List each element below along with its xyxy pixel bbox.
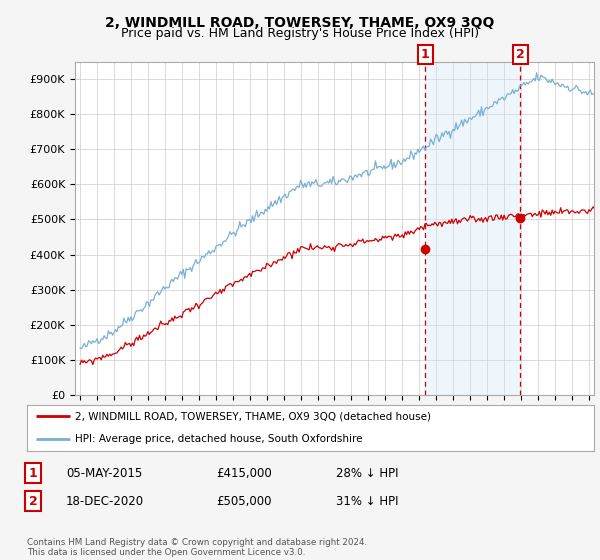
Text: 28% ↓ HPI: 28% ↓ HPI <box>336 466 398 480</box>
Bar <box>425 62 520 395</box>
Text: 1: 1 <box>421 48 430 61</box>
Text: 2: 2 <box>29 494 37 508</box>
Text: 2, WINDMILL ROAD, TOWERSEY, THAME, OX9 3QQ: 2, WINDMILL ROAD, TOWERSEY, THAME, OX9 3… <box>106 16 494 30</box>
Text: 18-DEC-2020: 18-DEC-2020 <box>66 494 144 508</box>
Text: Price paid vs. HM Land Registry's House Price Index (HPI): Price paid vs. HM Land Registry's House … <box>121 27 479 40</box>
Text: 1: 1 <box>29 466 37 480</box>
Text: Contains HM Land Registry data © Crown copyright and database right 2024.
This d: Contains HM Land Registry data © Crown c… <box>27 538 367 557</box>
Text: £415,000: £415,000 <box>216 466 272 480</box>
Text: 2: 2 <box>516 48 524 61</box>
Text: 05-MAY-2015: 05-MAY-2015 <box>66 466 142 480</box>
Text: 2, WINDMILL ROAD, TOWERSEY, THAME, OX9 3QQ (detached house): 2, WINDMILL ROAD, TOWERSEY, THAME, OX9 3… <box>75 412 431 421</box>
Text: HPI: Average price, detached house, South Oxfordshire: HPI: Average price, detached house, Sout… <box>75 435 362 444</box>
Text: £505,000: £505,000 <box>216 494 271 508</box>
Text: 31% ↓ HPI: 31% ↓ HPI <box>336 494 398 508</box>
